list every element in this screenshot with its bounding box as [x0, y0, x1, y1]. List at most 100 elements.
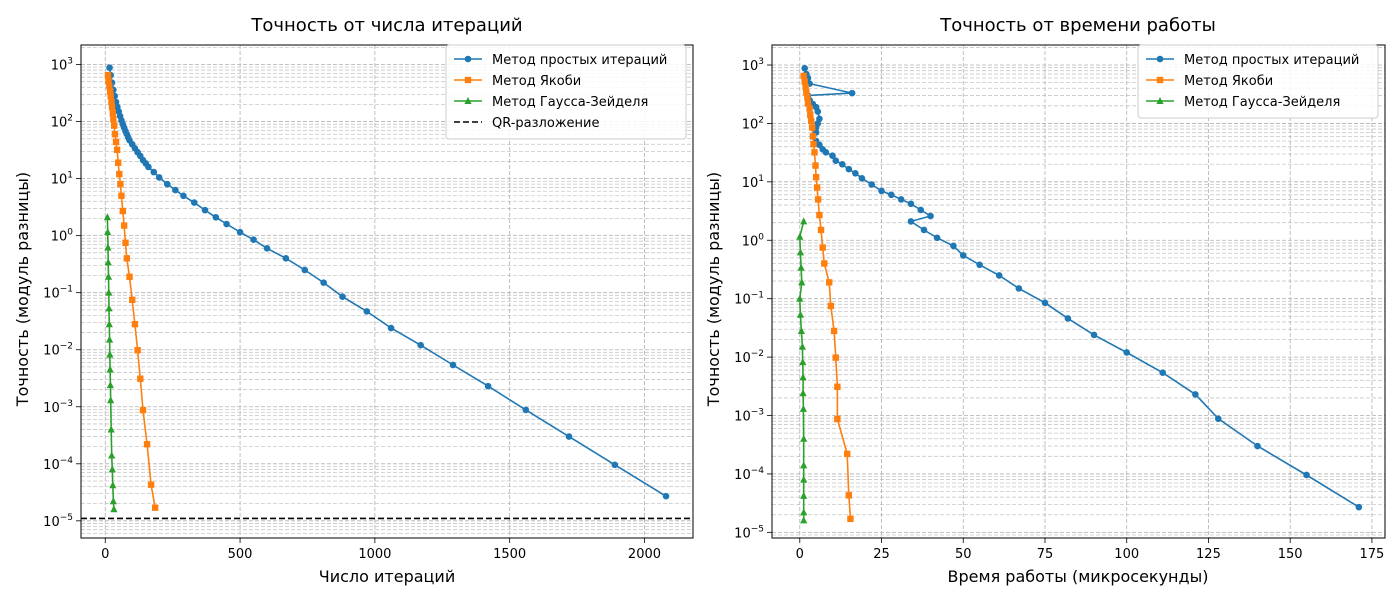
x-tick-label: 150	[1278, 547, 1303, 562]
legend-label: Метод простых итераций	[492, 53, 667, 68]
data-point	[878, 187, 885, 195]
data-point	[109, 110, 117, 117]
data-point	[933, 234, 941, 242]
data-point	[1041, 299, 1049, 307]
data-point	[104, 243, 112, 251]
x-tick-label: 1000	[358, 547, 391, 562]
legend-marker	[464, 97, 472, 104]
data-point	[797, 326, 806, 334]
data-point	[155, 174, 163, 181]
data-point	[813, 184, 821, 191]
data-point	[799, 389, 807, 397]
data-point	[120, 222, 128, 229]
legend-entry: Метод Гаусса-Зейделя	[1146, 95, 1340, 110]
y-axis-label: Точность (модуль разницы)	[13, 172, 32, 407]
x-tick-label: 100	[1114, 547, 1139, 562]
data-point	[109, 481, 117, 489]
data-point	[122, 239, 129, 246]
series	[106, 64, 670, 500]
data-point	[129, 296, 136, 304]
y-tick-label: 10−1	[734, 291, 764, 308]
data-point	[110, 116, 117, 123]
data-point	[106, 381, 114, 389]
data-point	[843, 450, 851, 458]
plot-frame	[80, 44, 694, 539]
data-point	[180, 192, 187, 200]
x-axis-label: Время работы (микросекунды)	[948, 567, 1209, 586]
data-point	[565, 433, 573, 440]
data-point	[111, 131, 119, 138]
x-axis: 0 500 1000 1500 2000	[101, 538, 661, 562]
data-point	[110, 122, 118, 129]
x-tick-label: 25	[873, 547, 890, 562]
data-point	[106, 365, 114, 373]
data-point	[959, 252, 967, 259]
data-point	[150, 168, 158, 176]
data-point	[107, 92, 114, 100]
data-point	[1192, 391, 1199, 398]
legend-label: Метод Якоби	[492, 74, 581, 89]
data-point	[320, 279, 327, 286]
data-point	[838, 160, 846, 168]
legend-label: Метод простых итераций	[1184, 53, 1359, 68]
data-point	[802, 83, 809, 91]
y-tick-label: 10−2	[734, 349, 764, 366]
x-tick-label: 500	[228, 547, 253, 562]
x-tick-label: 1500	[493, 547, 526, 562]
data-point	[868, 181, 876, 188]
data-point	[801, 64, 808, 72]
data-point	[118, 192, 125, 199]
data-point	[147, 481, 155, 488]
data-point	[117, 180, 124, 188]
data-point	[1214, 415, 1222, 423]
data-point	[110, 505, 118, 513]
data-point	[976, 261, 983, 269]
data-point	[897, 196, 905, 203]
data-point	[163, 180, 171, 188]
y-tick-label: 10−5	[734, 524, 764, 541]
x-tick-label: 50	[955, 547, 972, 562]
data-point	[201, 206, 209, 214]
data-point	[108, 98, 115, 106]
data-point	[417, 341, 425, 349]
data-point	[814, 196, 822, 203]
legend-marker	[464, 76, 472, 84]
y-tick-label: 101	[51, 171, 73, 188]
legend-box	[1137, 44, 1379, 119]
data-point	[1123, 349, 1131, 356]
data-point	[816, 211, 823, 219]
data-point	[449, 361, 457, 369]
data-point	[821, 260, 828, 267]
data-point	[812, 162, 819, 169]
data-point	[800, 508, 808, 516]
data-point	[927, 212, 934, 220]
data-point	[808, 117, 815, 125]
legend-entry: Метод Якоби	[454, 74, 581, 89]
data-point	[829, 152, 836, 160]
y-axis-label: Точность (модуль разницы)	[704, 172, 723, 407]
data-point	[484, 382, 492, 390]
data-point	[809, 133, 817, 140]
data-point	[105, 320, 113, 328]
data-point	[105, 304, 113, 312]
data-point	[806, 105, 813, 112]
data-point	[858, 174, 866, 182]
legend: Метод простых итераций Метод Якоби Метод Г…	[1137, 44, 1379, 119]
y-tick-label: 102	[742, 115, 764, 132]
data-point	[1254, 442, 1261, 450]
legend-entry: Метод Якоби	[1146, 74, 1273, 89]
x-tick-label: 175	[1360, 547, 1385, 562]
data-point	[798, 278, 806, 286]
data-point	[796, 310, 805, 318]
x-axis-label: Число итераций	[319, 567, 455, 586]
data-point	[134, 347, 141, 354]
data-point	[104, 258, 112, 266]
data-point	[819, 244, 826, 251]
data-point	[907, 200, 915, 208]
data-point	[800, 491, 808, 499]
data-point	[131, 321, 139, 328]
legend-label: Метод Гаусса-Зейделя	[1184, 95, 1340, 110]
x-tick-label: 0	[796, 547, 804, 562]
y-tick-label: 10−4	[734, 466, 764, 483]
legend-entry: Метод Гаусса-Зейделя	[454, 95, 648, 110]
